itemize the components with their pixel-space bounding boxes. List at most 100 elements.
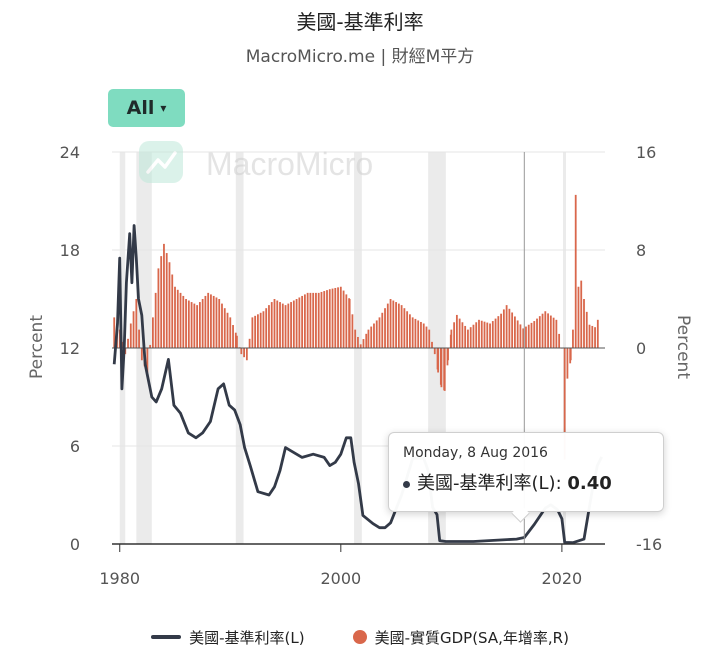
gdp-bar: [174, 286, 176, 348]
gdp-bar: [433, 348, 436, 355]
gdp-bar: [555, 319, 558, 348]
gdp-bar: [113, 317, 116, 348]
left-tick-label: 18: [60, 241, 80, 260]
gdp-bar: [221, 303, 223, 348]
gdp-bar: [151, 317, 154, 348]
gdp-bar: [414, 318, 417, 348]
legend-item-gdp[interactable]: 美國-實質GDP(SA,年增率,R): [352, 627, 569, 648]
gdp-bar: [516, 320, 519, 348]
gdp-bar: [240, 348, 243, 355]
gdp-bar: [386, 303, 389, 348]
chart-svg: MacroMicro 0 6 12 18 24 -16 0 8 16 1980 2000 2020 P…: [27, 141, 693, 588]
gdp-bar: [538, 316, 541, 348]
gdp-bar: [422, 323, 425, 348]
gdp-bar: [234, 332, 237, 348]
gdp-bar: [585, 311, 588, 348]
watermark-logo-mark: [146, 151, 177, 174]
gdp-bar: [362, 339, 365, 348]
gdp-bar: [569, 348, 572, 361]
gdp-bar: [381, 312, 384, 348]
gdp-bar: [511, 312, 514, 348]
gdp-bar: [400, 305, 403, 348]
gdp-bar: [135, 299, 138, 348]
gdp-bar: [475, 322, 478, 348]
gdp-bar: [339, 286, 342, 348]
gdp-bar: [469, 327, 472, 348]
gdp-bar: [572, 329, 574, 348]
gdp-bar: [345, 294, 348, 348]
gdp-bar: [127, 338, 129, 348]
gdp-bar: [440, 348, 443, 388]
gdp-bar: [270, 302, 273, 348]
right-tick-label: 0: [636, 339, 646, 358]
gdp-bar: [365, 333, 368, 348]
gdp-bar: [326, 290, 328, 348]
gdp-bar: [160, 256, 163, 348]
gdp-bar: [420, 321, 422, 348]
gdp-bar: [533, 321, 536, 348]
gdp-bar: [232, 325, 234, 348]
right-tick-label: 16: [636, 143, 656, 162]
gdp-bar: [536, 318, 538, 348]
gdp-bar: [251, 317, 254, 348]
gdp-bar: [583, 299, 585, 348]
chart-title: 美國-基準利率: [296, 10, 424, 34]
gdp-bar: [292, 300, 295, 348]
gdp-bar: [552, 317, 555, 348]
gdp-bar: [417, 320, 420, 348]
gdp-bar: [204, 295, 207, 348]
axes: 0 6 12 18 24 -16 0 8 16 1980 2000 2020: [60, 143, 663, 588]
gdp-bar: [138, 329, 140, 348]
gdp-bar: [574, 194, 577, 348]
gdp-bar: [502, 309, 505, 348]
gdp-bar: [298, 297, 301, 348]
gdp-bar: [190, 302, 193, 348]
gdp-bar: [303, 294, 306, 348]
tooltip-series-name: 美國-基準利率(L): [417, 473, 556, 494]
gdp-bar: [287, 303, 290, 348]
gdp-bar: [236, 335, 238, 348]
x-tick-label: 2020: [542, 569, 583, 588]
right-tick-label: 8: [636, 241, 646, 260]
gdp-bar: [489, 323, 491, 348]
gdp-bar: [146, 348, 149, 373]
gdp-bar: [223, 308, 226, 348]
gdp-bar: [478, 319, 480, 348]
gdp-bar: [301, 295, 304, 348]
gdp-bar: [140, 348, 143, 361]
gdp-bar: [309, 292, 312, 348]
gdp-bar: [163, 243, 165, 348]
gdp-bar: [279, 302, 281, 348]
gdp-bar: [425, 326, 428, 348]
gdp-bar: [185, 299, 187, 348]
watermark: MacroMicro: [139, 141, 373, 183]
gdp-bar: [494, 318, 497, 348]
gdp-bar: [176, 289, 179, 348]
gdp-bar: [284, 305, 287, 348]
gdp-bar: [265, 308, 268, 348]
gdp-bar: [514, 316, 516, 348]
gdp-bar: [179, 292, 182, 348]
gdp-bar: [312, 292, 315, 348]
gdp-bar: [182, 295, 185, 348]
gdp-bar: [403, 308, 406, 348]
gdp-bar: [348, 299, 351, 348]
legend: 美國-基準利率(L) 美國-實質GDP(SA,年增率,R): [0, 624, 720, 650]
tooltip-date: Monday, 8 Aug 2016: [403, 445, 548, 461]
range-selector-button[interactable]: All ▾: [108, 89, 185, 127]
gdp-bar: [198, 302, 201, 348]
legend-item-rate[interactable]: 美國-基準利率(L): [151, 627, 305, 648]
left-tick-label: 0: [70, 535, 80, 554]
gdp-bar: [455, 314, 458, 348]
gdp-bar: [428, 329, 431, 348]
gdp-bar: [480, 320, 483, 348]
gdp-bar: [505, 305, 508, 348]
gdp-bar: [558, 333, 561, 348]
gdp-bar: [290, 302, 292, 348]
gdp-bar: [210, 294, 212, 348]
gdp-bar: [409, 314, 411, 348]
gdp-bar: [563, 348, 566, 460]
gdp-bar: [196, 305, 199, 348]
gdp-bar: [359, 344, 362, 348]
gdp-bar: [389, 299, 392, 348]
